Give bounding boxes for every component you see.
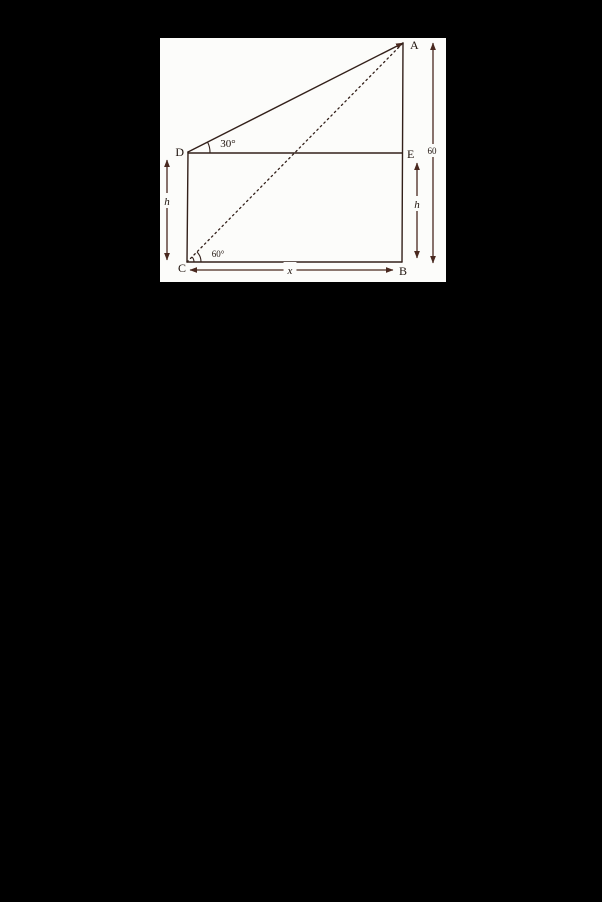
label-point-E: E (407, 147, 414, 161)
label-h-right: h (414, 199, 420, 211)
line-CA (186, 42, 404, 263)
label-h-right-bg (410, 196, 424, 211)
label-60-right-bg (423, 144, 441, 157)
figure-panel: A D E C B 30° 60° h h 60 x (160, 38, 446, 282)
label-angle-30: 30° (220, 138, 235, 150)
label-x-bottom: x (287, 265, 293, 277)
diagram-lines (186, 42, 404, 263)
label-angle-60: 60° (212, 249, 225, 259)
diagram-labels: A D E C B 30° 60° h h 60 x (160, 38, 441, 278)
angle-arc-D (207, 141, 211, 154)
angle-arcs (191, 141, 211, 263)
label-point-B: B (399, 264, 407, 278)
label-h-left-bg (160, 193, 174, 208)
label-x-bottom-bg (283, 262, 297, 277)
geometry-diagram: A D E C B 30° 60° h h 60 x (160, 38, 441, 278)
label-h-left: h (164, 196, 170, 208)
angle-arc-C (196, 251, 202, 263)
line-DC (186, 151, 189, 263)
measure-arrows (164, 42, 436, 273)
line-AB (401, 42, 404, 263)
label-60-right: 60 (428, 146, 438, 156)
label-point-C: C (178, 261, 186, 275)
label-point-A: A (410, 38, 419, 52)
label-point-D: D (175, 145, 184, 159)
angle-arc-C-inner (191, 256, 195, 263)
line-DA (187, 42, 404, 153)
